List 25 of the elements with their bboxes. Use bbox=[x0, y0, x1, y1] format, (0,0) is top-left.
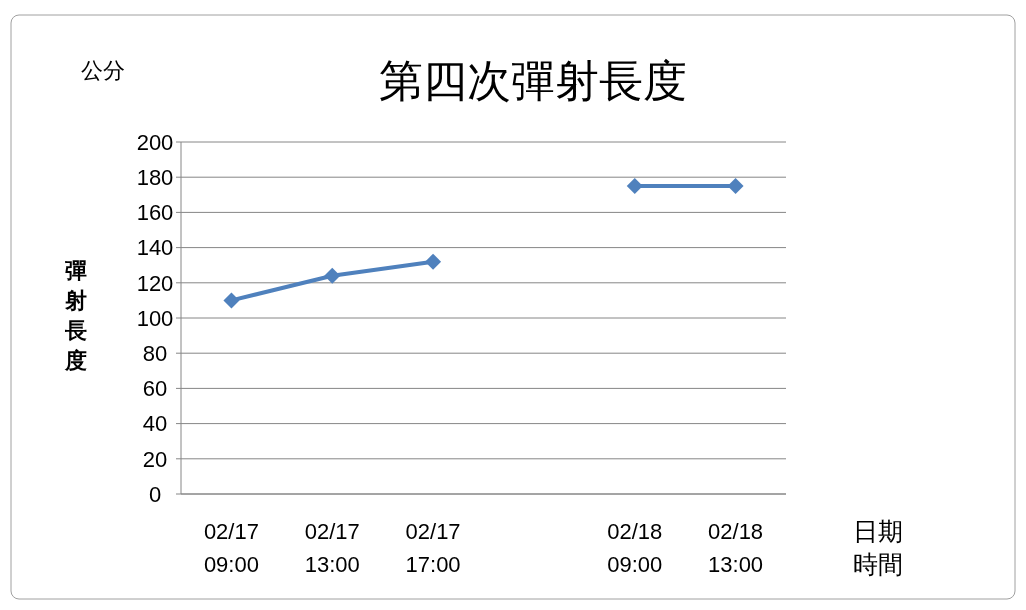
point bbox=[727, 178, 744, 194]
point bbox=[223, 292, 240, 309]
chart-title: 第四次彈射長度 bbox=[379, 57, 687, 106]
y-tick-label: 40 bbox=[142, 411, 168, 437]
point bbox=[626, 178, 643, 194]
x-tick-label: 02/17 09:00 bbox=[203, 519, 259, 577]
y-tick-label: 180 bbox=[136, 164, 174, 190]
y-tick-label: 0 bbox=[148, 481, 162, 507]
x-tick-label: 02/18 09:00 bbox=[607, 519, 663, 577]
x-axis-title: 日期時間 bbox=[853, 517, 903, 578]
text: 公分 bbox=[81, 58, 125, 83]
x-tick-label: 02/18 13:00 bbox=[708, 519, 764, 577]
point bbox=[425, 253, 442, 270]
y-tick-label: 160 bbox=[136, 200, 174, 226]
y-tick-label: 80 bbox=[142, 340, 168, 366]
y-tick-label: 200 bbox=[136, 129, 174, 155]
y-tick-label: 120 bbox=[136, 270, 174, 296]
y-tick-label: 60 bbox=[142, 376, 168, 402]
x-tick-label: 02/17 13:00 bbox=[304, 519, 360, 577]
point bbox=[324, 267, 341, 284]
y-tick-label: 100 bbox=[136, 305, 174, 331]
y-axis-title: 彈射長度 bbox=[64, 258, 87, 373]
y-tick-label: 20 bbox=[142, 446, 168, 472]
y-tick-label: 140 bbox=[136, 235, 174, 261]
x-tick-label: 02/17 17:00 bbox=[405, 519, 461, 577]
